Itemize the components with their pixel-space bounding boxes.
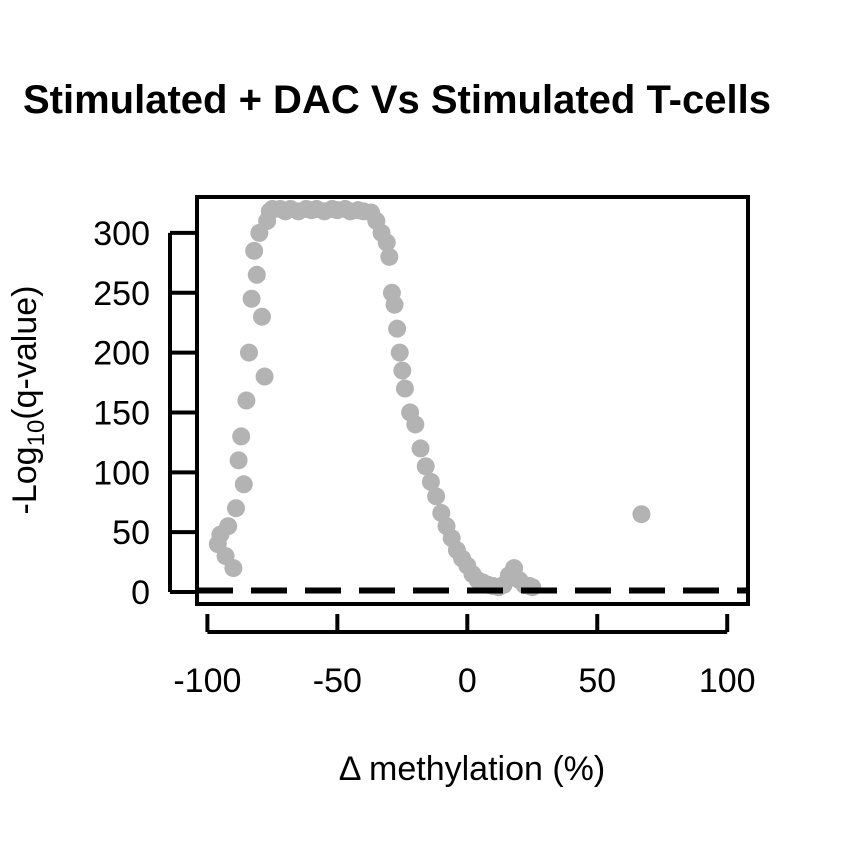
y-tick-label: 100 xyxy=(93,454,150,492)
data-point xyxy=(219,517,238,536)
data-point xyxy=(252,307,271,326)
data-point xyxy=(406,415,425,434)
data-point xyxy=(632,505,651,524)
data-point xyxy=(237,391,256,410)
data-point xyxy=(523,578,542,597)
data-point xyxy=(239,343,258,362)
data-point xyxy=(395,379,414,398)
data-point xyxy=(245,241,264,260)
x-axis-label: Δ methylation (%) xyxy=(339,750,605,788)
data-point xyxy=(226,499,245,518)
data-point xyxy=(421,472,440,491)
y-axis: 0 50 100 150 200 250 300 xyxy=(93,215,196,612)
x-tick-label: -50 xyxy=(313,662,362,700)
points-layer xyxy=(208,199,651,597)
y-axis-label: -Log10(q-value) xyxy=(6,286,50,515)
y-axis-label-sub: 10 xyxy=(23,420,50,447)
y-tick-label: 200 xyxy=(93,335,150,373)
y-tick-label: 300 xyxy=(93,215,150,253)
data-point xyxy=(380,247,399,266)
data-point xyxy=(385,295,404,314)
y-tick-label: 50 xyxy=(112,514,150,552)
y-axis-label-main: -Log xyxy=(6,446,44,514)
x-tick-label: 100 xyxy=(699,662,756,700)
x-axis: -100 -50 0 50 100 xyxy=(173,614,756,700)
data-point xyxy=(255,367,274,386)
y-axis-label-rest: (q-value) xyxy=(6,286,44,420)
y-tick-label: 0 xyxy=(131,574,150,612)
plot-frame xyxy=(195,195,750,606)
chart-title: Stimulated + DAC Vs Stimulated T-cells xyxy=(23,78,771,122)
data-point xyxy=(416,457,435,476)
x-tick-label: 50 xyxy=(578,662,616,700)
data-point xyxy=(242,289,261,308)
data-point xyxy=(229,451,248,470)
data-point xyxy=(390,343,409,362)
data-point xyxy=(393,361,412,380)
x-tick-label: -100 xyxy=(173,662,241,700)
data-point xyxy=(234,475,253,494)
y-tick-label: 250 xyxy=(93,275,150,313)
data-point xyxy=(427,487,446,506)
y-tick-label: 150 xyxy=(93,394,150,432)
x-tick-label: 0 xyxy=(458,662,477,700)
data-point xyxy=(377,233,396,252)
data-point xyxy=(232,427,251,446)
data-point xyxy=(224,559,243,578)
data-point xyxy=(247,265,266,284)
data-point xyxy=(388,319,407,338)
data-point xyxy=(411,439,430,458)
